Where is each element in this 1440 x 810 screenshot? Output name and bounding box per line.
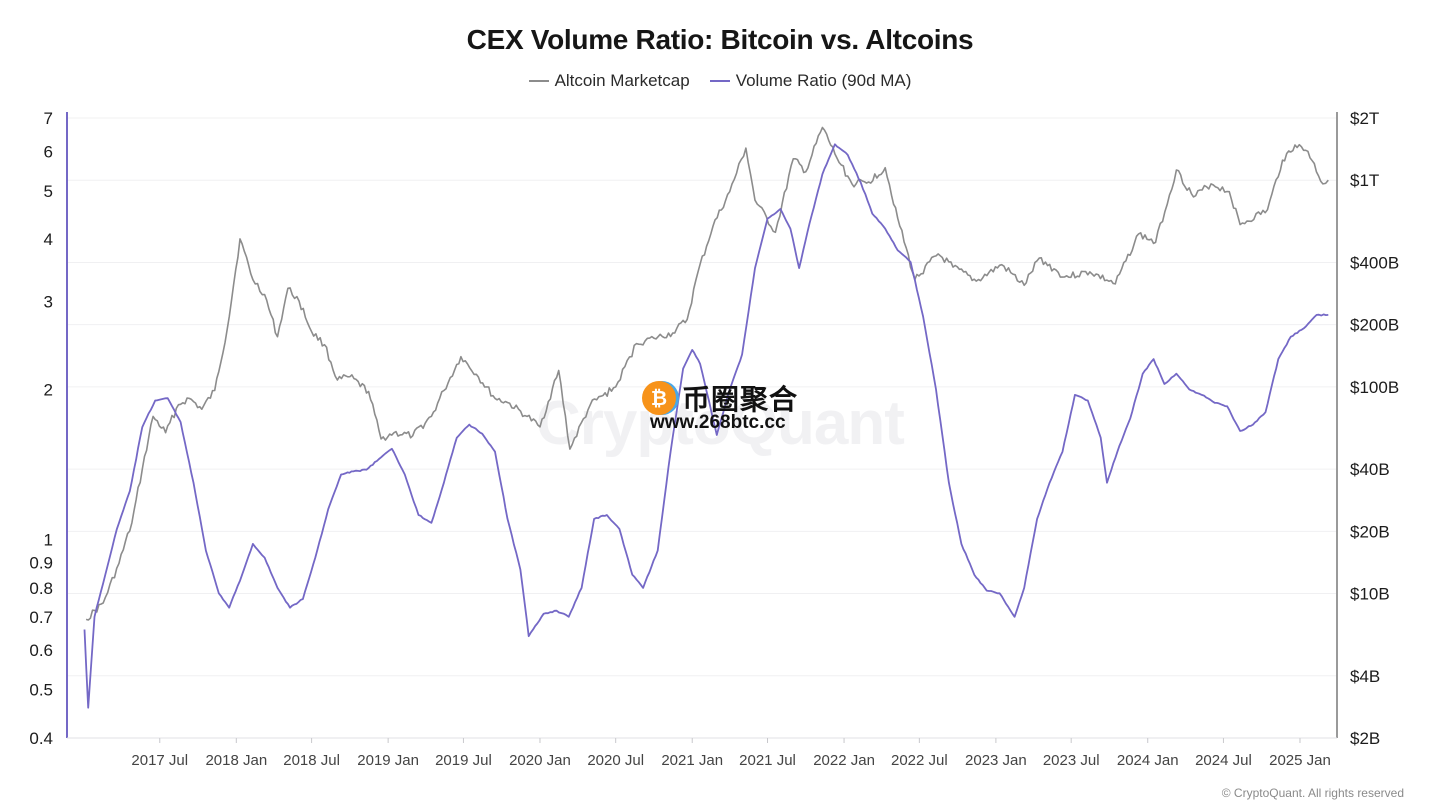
series-line-altcoin-marketcap: [85, 126, 1329, 621]
x-axis-tick-label: 2022 Jan: [813, 752, 875, 769]
x-axis-tick-label: 2022 Jul: [891, 752, 948, 769]
legend-label-volume-ratio: Volume Ratio (90d MA): [735, 71, 912, 90]
right-axis-tick-label: $2T: [1350, 109, 1379, 128]
left-axis-tick-label: 0.8: [29, 579, 53, 598]
x-axis-tick-label: 2024 Jan: [1117, 752, 1179, 769]
legend-item-altcoin-marketcap[interactable]: Altcoin Marketcap: [528, 71, 690, 91]
x-axis-tick-label: 2023 Jul: [1043, 752, 1100, 769]
site-watermark: ₿ 币圈聚合: [642, 378, 798, 418]
left-axis-tick-label: 4: [44, 230, 53, 249]
right-axis-tick-label: $4B: [1350, 667, 1380, 686]
right-axis-tick-label: $200B: [1350, 316, 1399, 335]
left-axis-tick-label: 0.7: [29, 608, 53, 627]
right-axis-tick-label: $20B: [1350, 522, 1390, 541]
right-axis-tick-label: $2B: [1350, 729, 1380, 748]
left-axis-tick-label: 0.6: [29, 641, 53, 660]
x-axis-tick-label: 2019 Jan: [357, 752, 419, 769]
x-axis-tick-label: 2021 Jul: [739, 752, 796, 769]
copyright-notice: © CryptoQuant. All rights reserved: [1221, 786, 1404, 800]
x-axis-tick-label: 2017 Jul: [131, 752, 188, 769]
right-axis-tick-label: $1T: [1350, 171, 1379, 190]
left-axis-tick-label: 1: [44, 531, 53, 550]
x-axis-tick-label: 2018 Jul: [283, 752, 340, 769]
x-axis-tick-label: 2018 Jan: [205, 752, 267, 769]
legend-swatch-altcoin-marketcap: [528, 80, 549, 82]
x-axis-tick-label: 2020 Jan: [509, 752, 571, 769]
right-axis-tick-label: $100B: [1350, 378, 1399, 397]
left-axis-tick-label: 2: [44, 380, 53, 399]
left-axis-tick-label: 0.4: [29, 729, 53, 748]
x-axis-tick-label: 2021 Jan: [661, 752, 723, 769]
legend-swatch-volume-ratio: [709, 80, 730, 82]
left-axis-tick-label: 3: [44, 293, 53, 312]
chart-legend: Altcoin Marketcap Volume Ratio (90d MA): [0, 71, 1440, 91]
site-watermark-name: 币圈聚合: [682, 383, 799, 416]
x-axis-tick-label: 2020 Jul: [587, 752, 644, 769]
x-axis-tick-label: 2024 Jul: [1195, 752, 1252, 769]
right-axis-tick-label: $40B: [1350, 460, 1390, 479]
left-axis-tick-label: 5: [44, 182, 53, 201]
x-axis-tick-label: 2023 Jan: [965, 752, 1027, 769]
series-line-volume-ratio: [83, 143, 1329, 709]
site-watermark-url: www.268btc.cc: [650, 412, 786, 433]
x-axis-tick-label: 2019 Jul: [435, 752, 492, 769]
left-axis-tick-label: 0.9: [29, 553, 53, 572]
legend-label-altcoin-marketcap: Altcoin Marketcap: [554, 71, 690, 90]
left-axis-tick-label: 0.5: [29, 681, 53, 700]
chart-title: CEX Volume Ratio: Bitcoin vs. Altcoins: [466, 24, 974, 55]
left-axis-tick-label: 7: [44, 109, 53, 128]
bitcoin-coin-icon: ₿: [642, 381, 676, 415]
legend-item-volume-ratio[interactable]: Volume Ratio (90d MA): [709, 71, 912, 91]
right-axis-tick-label: $10B: [1350, 585, 1390, 604]
right-axis-tick-label: $400B: [1350, 253, 1399, 272]
left-axis-tick-label: 6: [44, 142, 53, 161]
x-axis-tick-label: 2025 Jan: [1269, 752, 1331, 769]
